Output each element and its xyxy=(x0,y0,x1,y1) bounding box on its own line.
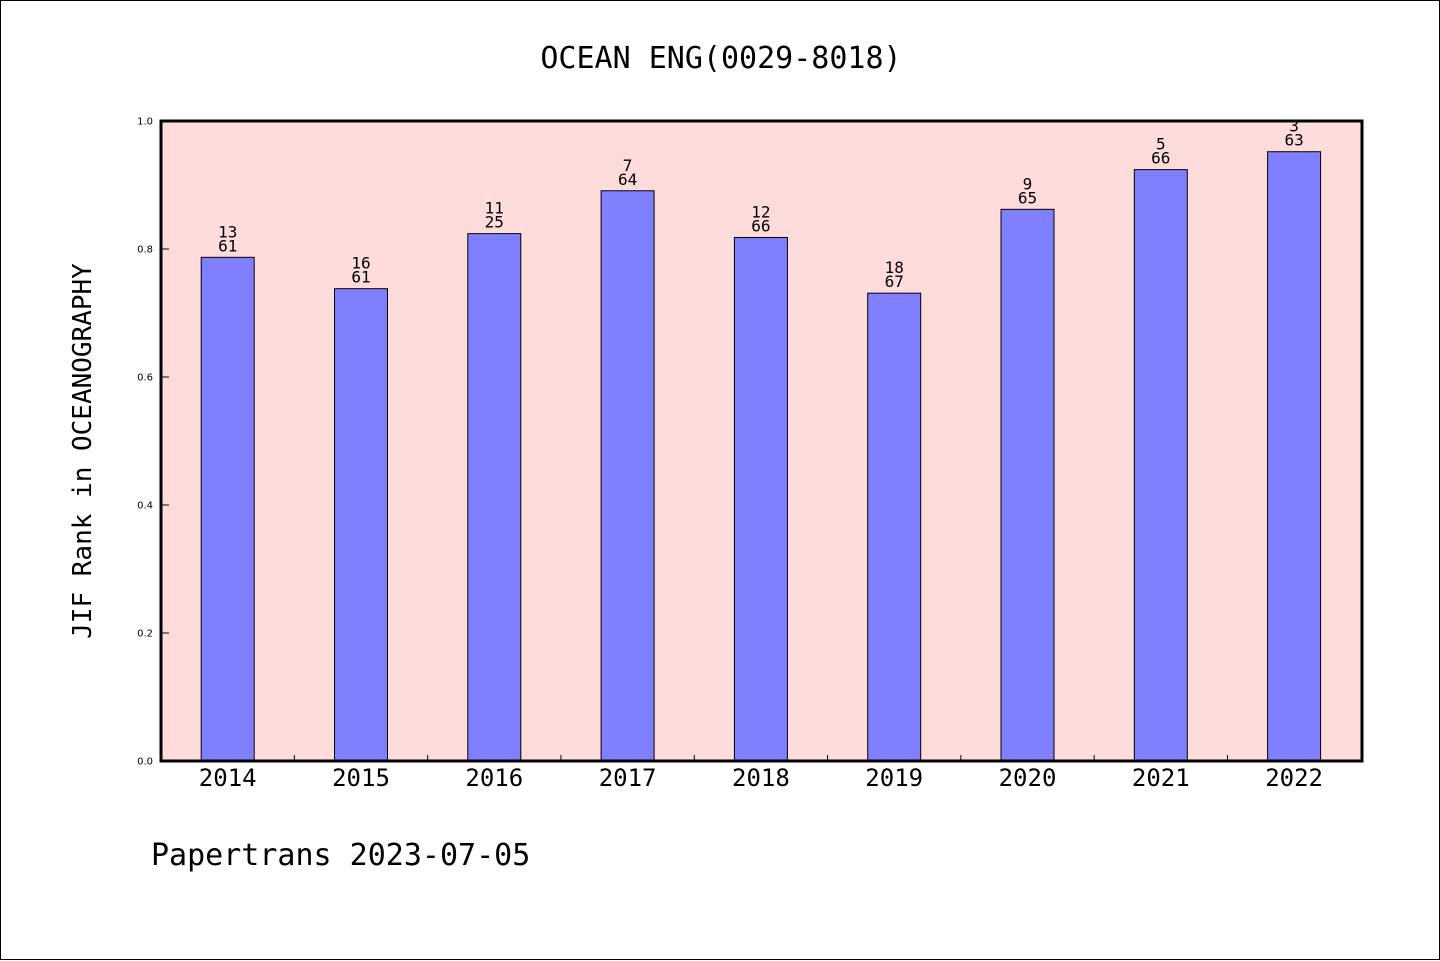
bar-2016 xyxy=(467,233,522,762)
data-label-top-2020: 9 xyxy=(1023,174,1033,193)
data-label-bottom-2018: 66 xyxy=(751,216,770,235)
bar-2020 xyxy=(1000,208,1055,762)
bar-2015 xyxy=(334,288,388,762)
y-tick-label-0.0: 0.0 xyxy=(137,757,153,768)
x-axis: 2014 2015 2016 2017 2018 2019 2020 2021 2022 xyxy=(199,755,1323,792)
data-label-top-2017: 7 xyxy=(623,156,633,175)
plot-border xyxy=(159,119,1364,763)
data-label-top-2022: 3 xyxy=(1289,117,1299,136)
y-tick-label-1.0: 1.0 xyxy=(137,117,153,128)
bar-2022 xyxy=(1267,151,1322,762)
x-tick-label-2019: 2019 xyxy=(865,764,923,792)
x-tick-label-2020: 2020 xyxy=(999,764,1057,792)
y-tick-label-0.4: 0.4 xyxy=(137,501,153,512)
y-tick-label-0.6: 0.6 xyxy=(137,373,153,384)
data-label-bottom-2014: 61 xyxy=(218,236,237,255)
bar-2018 xyxy=(733,236,788,762)
y-axis-label: JIF Rank in OCEANOGRAPHY xyxy=(68,263,98,639)
bar-2021 xyxy=(1133,169,1188,762)
x-tick-label-2015: 2015 xyxy=(332,764,390,792)
data-label-top-2018: 12 xyxy=(751,202,770,221)
data-label-bottom-2021: 66 xyxy=(1151,149,1170,168)
data-label-top-2021: 5 xyxy=(1156,135,1166,154)
x-tick-label-2021: 2021 xyxy=(1132,764,1190,792)
footer-credit: Papertrans 2023-07-05 xyxy=(151,838,530,873)
y-tick-label-0.8: 0.8 xyxy=(137,245,153,256)
bars-layer xyxy=(200,151,1322,762)
x-tick-label-2022: 2022 xyxy=(1265,764,1323,792)
bar-2017 xyxy=(600,190,655,762)
data-label-top-2019: 18 xyxy=(885,258,904,277)
bar-2014 xyxy=(200,256,255,762)
data-label-bottom-2022: 63 xyxy=(1284,131,1303,150)
data-label-bottom-2017: 64 xyxy=(618,170,637,189)
data-label-top-2016: 11 xyxy=(485,199,504,218)
data-label-bottom-2016: 25 xyxy=(485,213,504,232)
data-label-top-2014: 13 xyxy=(218,222,237,241)
x-tick-label-2016: 2016 xyxy=(465,764,523,792)
data-label-top-2015: 16 xyxy=(351,254,370,273)
data-label-bottom-2015: 61 xyxy=(351,268,370,287)
data-label-bottom-2019: 67 xyxy=(885,272,904,291)
chart-title: OCEAN ENG(0029-8018) xyxy=(540,41,901,76)
y-tick-label-0.2: 0.2 xyxy=(137,629,153,640)
bar-2019 xyxy=(867,292,922,762)
data-label-bottom-2020: 65 xyxy=(1018,188,1037,207)
x-tick-label-2017: 2017 xyxy=(599,764,657,792)
x-tick-label-2014: 2014 xyxy=(199,764,257,792)
x-tick-label-2018: 2018 xyxy=(732,764,790,792)
